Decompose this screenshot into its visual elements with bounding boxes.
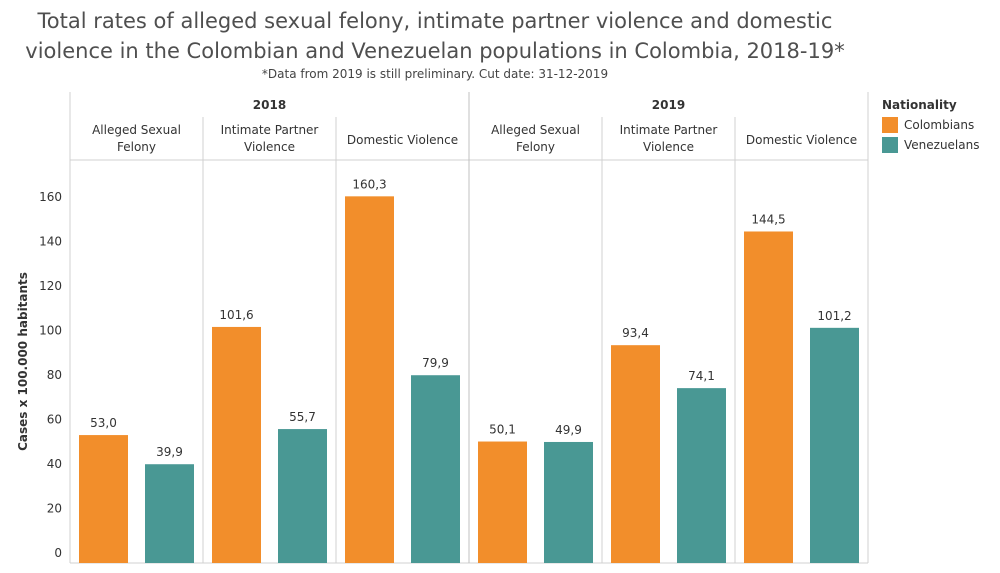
y-axis-title: Cases x 100.000 habitants: [16, 272, 30, 451]
data-label: 101,2: [817, 309, 851, 323]
chart-subtitle: *Data from 2019 is still preliminary. Cu…: [261, 67, 609, 81]
y-tick-label: 0: [54, 546, 62, 560]
bar-venezuelans: [278, 429, 327, 563]
legend-title: Nationality: [882, 98, 957, 112]
bar-colombians: [611, 345, 660, 563]
data-label: 39,9: [156, 445, 183, 459]
legend: Nationality Colombians Venezuelans: [882, 98, 979, 157]
chart-title-line-1: Total rates of alleged sexual felony, in…: [37, 9, 833, 33]
legend-label-venezuelans: Venezuelans: [904, 138, 980, 152]
category-label: Violence: [643, 140, 694, 154]
y-tick-label: 140: [39, 235, 62, 249]
category-label: Felony: [117, 140, 156, 154]
bar-venezuelans: [677, 388, 726, 563]
data-label: 79,9: [422, 356, 449, 370]
category-label: Intimate Partner: [620, 123, 718, 137]
bar-venezuelans: [544, 441, 593, 563]
category-label: Alleged Sexual: [491, 123, 580, 137]
y-tick-label: 60: [47, 413, 62, 427]
data-label: 144,5: [751, 212, 785, 226]
data-label: 74,1: [688, 369, 715, 383]
category-label: Domestic Violence: [347, 133, 458, 147]
bar-chart: 0 20 40 60 80 100 120 140 160 Cases x 100.000 hab…: [16, 92, 869, 564]
data-label: 49,9: [555, 423, 582, 437]
data-label: 101,6: [219, 308, 253, 322]
legend-item-colombians[interactable]: Colombians: [882, 117, 979, 133]
bar-venezuelans: [411, 375, 460, 563]
data-label: 50,1: [489, 423, 516, 437]
legend-swatch-colombians: [882, 117, 898, 133]
legend-label-colombians: Colombians: [904, 118, 975, 132]
legend-item-venezuelans[interactable]: Venezuelans: [882, 137, 979, 153]
data-label: 55,7: [289, 410, 316, 424]
y-tick-label: 80: [47, 368, 62, 382]
y-tick-label: 160: [39, 190, 62, 204]
bar-venezuelans: [810, 327, 859, 563]
chart-title-line-2: violence in the Colombian and Venezuelan…: [25, 39, 845, 63]
category-label: Felony: [516, 140, 555, 154]
y-tick-label: 120: [39, 279, 62, 293]
year-header: 2018: [253, 98, 286, 112]
category-label: Violence: [244, 140, 295, 154]
bar-venezuelans: [145, 464, 194, 563]
bar-colombians: [478, 441, 527, 563]
category-label: Domestic Violence: [746, 133, 857, 147]
bar-colombians: [212, 326, 261, 563]
year-header: 2019: [652, 98, 685, 112]
y-tick-label: 20: [47, 502, 62, 516]
data-label: 160,3: [352, 177, 386, 191]
y-tick-label: 40: [47, 457, 62, 471]
legend-swatch-venezuelans: [882, 137, 898, 153]
y-tick-label: 100: [39, 324, 62, 338]
bar-colombians: [744, 231, 793, 564]
category-label: Alleged Sexual: [92, 123, 181, 137]
bar-colombians: [79, 435, 128, 563]
category-label: Intimate Partner: [221, 123, 319, 137]
data-label: 93,4: [622, 326, 649, 340]
data-label: 53,0: [90, 416, 117, 430]
bar-colombians: [345, 196, 394, 563]
chart-title: Total rates of alleged sexual felony, in…: [0, 6, 870, 66]
